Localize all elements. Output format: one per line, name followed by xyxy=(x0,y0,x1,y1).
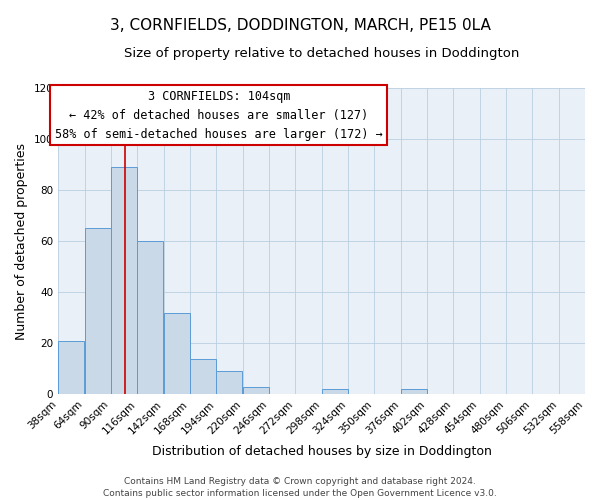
Bar xyxy=(164,312,190,394)
Bar xyxy=(401,390,427,394)
Bar xyxy=(137,242,163,394)
Title: Size of property relative to detached houses in Doddington: Size of property relative to detached ho… xyxy=(124,48,519,60)
Bar xyxy=(190,358,216,394)
Bar xyxy=(85,228,110,394)
Bar xyxy=(111,167,137,394)
Text: 3 CORNFIELDS: 104sqm
← 42% of detached houses are smaller (127)
58% of semi-deta: 3 CORNFIELDS: 104sqm ← 42% of detached h… xyxy=(55,90,383,140)
Y-axis label: Number of detached properties: Number of detached properties xyxy=(15,143,28,340)
X-axis label: Distribution of detached houses by size in Doddington: Distribution of detached houses by size … xyxy=(152,444,491,458)
Bar xyxy=(58,341,84,394)
Text: 3, CORNFIELDS, DODDINGTON, MARCH, PE15 0LA: 3, CORNFIELDS, DODDINGTON, MARCH, PE15 0… xyxy=(110,18,490,32)
Text: Contains HM Land Registry data © Crown copyright and database right 2024.
Contai: Contains HM Land Registry data © Crown c… xyxy=(103,476,497,498)
Bar xyxy=(217,372,242,394)
Bar xyxy=(322,390,347,394)
Bar xyxy=(243,387,269,394)
